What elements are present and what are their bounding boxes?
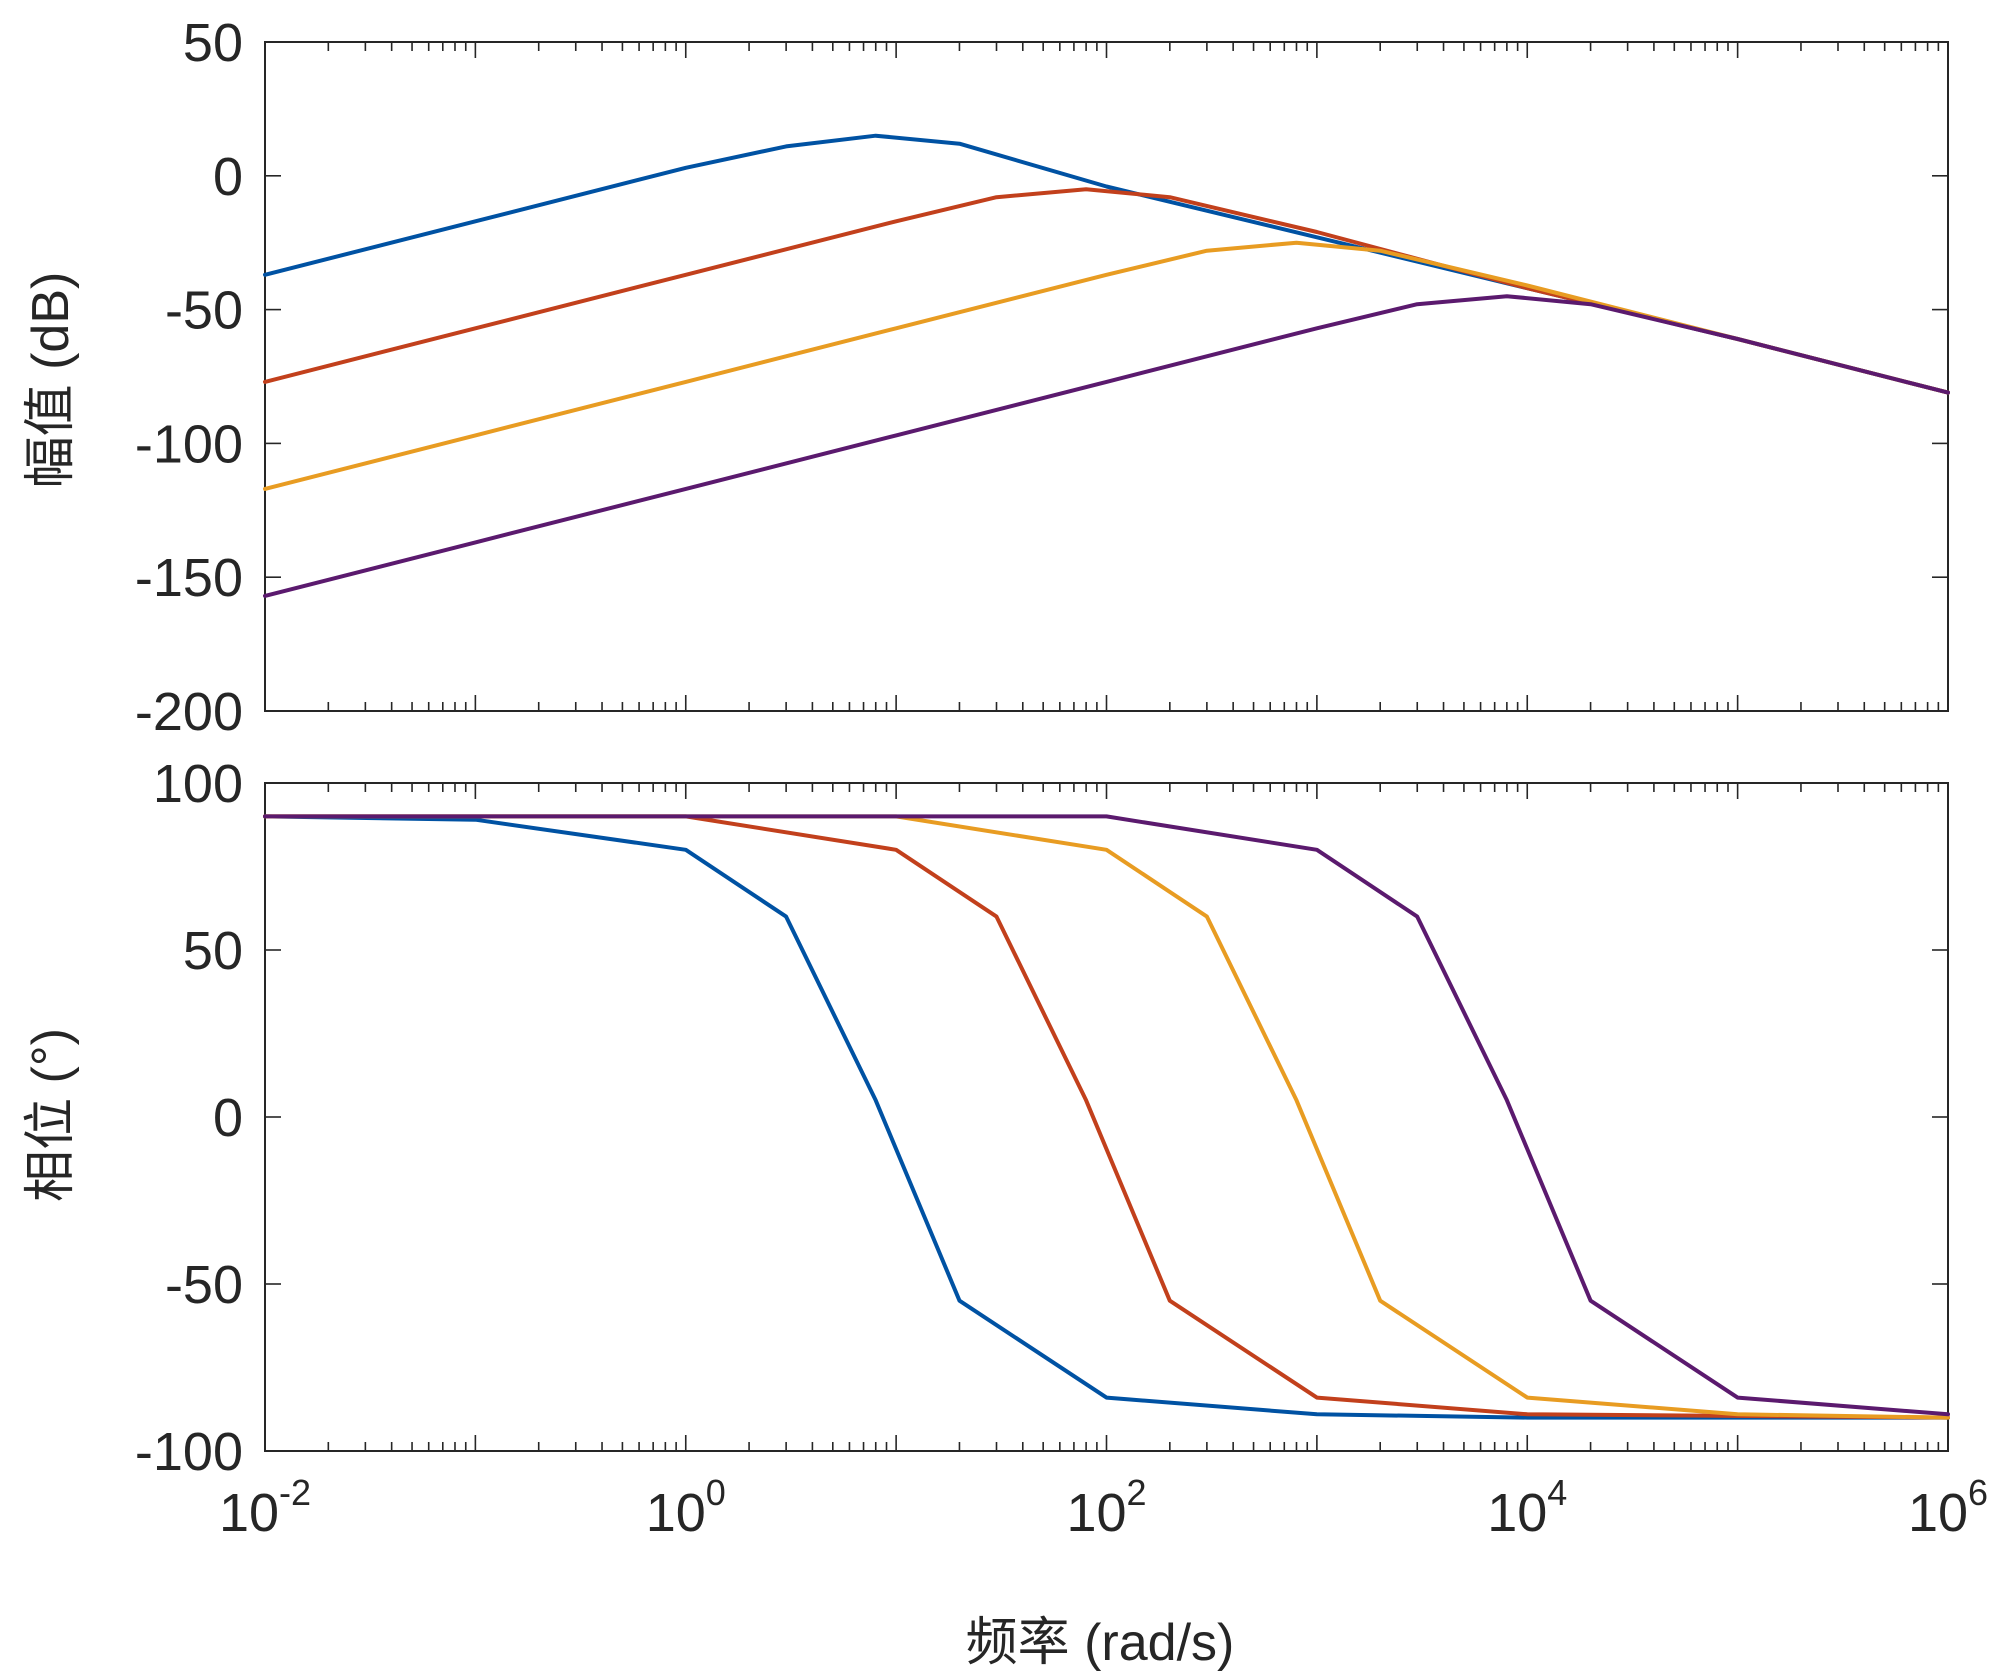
phase-ylabel: 相位 (°) [22,1028,80,1202]
x-tick-label: 106 [1908,1472,1988,1543]
axes-box [264,41,1949,712]
y-tick-label: -100 [135,1422,243,1482]
x-tick-label: 104 [1487,1472,1567,1543]
series-line-curve-2 [263,814,1950,1420]
magnitude-panel: 50 0 -50 -100 -150 -200 [135,13,1950,742]
y-tick-label: -150 [135,548,243,608]
frequency-xlabel: 频率 (rad/s) [966,1614,1235,1672]
axes-box [264,782,1949,1452]
x-tick-label: 100 [646,1472,726,1543]
y-tick-label: -200 [135,682,243,742]
y-tick-label: 50 [183,921,243,981]
y-tick-label: 0 [213,147,243,207]
y-tick-label: 100 [153,754,243,814]
series-line-curve-1 [263,814,1950,1420]
y-tick-label: -100 [135,414,243,474]
x-tick-label: 102 [1066,1472,1146,1543]
y-tick-label: -50 [165,1255,243,1315]
series-line-curve-4 [263,814,1950,1417]
series-line-curve-3 [263,814,1950,1420]
x-tick-label: 10-2 [219,1472,311,1543]
y-tick-label: -50 [165,281,243,341]
y-tick-label: 0 [213,1088,243,1148]
series-line-curve-4 [263,294,1950,598]
magnitude-ylabel: 幅值 (dB) [22,272,80,489]
y-tick-label: 50 [183,13,243,73]
series-line-curve-3 [263,240,1950,491]
